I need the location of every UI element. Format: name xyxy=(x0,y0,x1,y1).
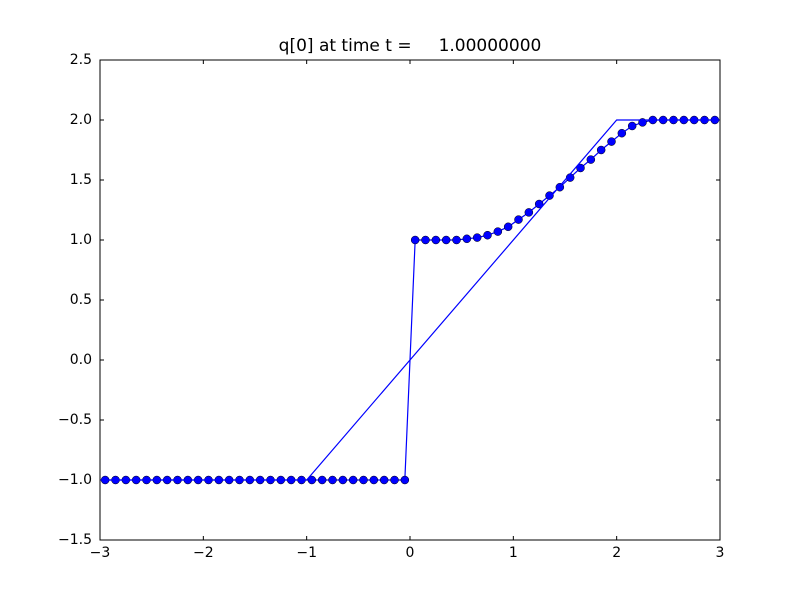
y-tick-label: 0.5 xyxy=(70,292,92,308)
y-tick-label: 0.0 xyxy=(70,352,92,368)
point xyxy=(503,222,513,232)
point xyxy=(524,208,534,217)
plot-frame xyxy=(99,59,721,541)
chart-title: q[0] at time t = 1.00000000 xyxy=(279,36,542,56)
y-tick-label: −1.5 xyxy=(58,532,92,548)
point xyxy=(493,227,503,236)
point xyxy=(431,235,441,245)
point xyxy=(317,475,327,485)
x-tick-label: 1 xyxy=(509,545,518,561)
point xyxy=(410,235,420,245)
x-tick-label: 3 xyxy=(716,545,725,561)
point xyxy=(627,121,637,131)
point xyxy=(390,475,399,485)
point xyxy=(483,230,492,240)
x-tick-label: −1 xyxy=(296,545,317,561)
point xyxy=(441,235,451,245)
point xyxy=(307,475,317,485)
point xyxy=(617,128,627,138)
point xyxy=(596,145,606,155)
point xyxy=(472,233,482,242)
x-tick-label: 2 xyxy=(612,545,621,561)
y-tick-label: −1.0 xyxy=(58,472,92,488)
point xyxy=(586,155,596,164)
point xyxy=(576,163,585,173)
point xyxy=(534,199,544,209)
x-tick-label: −3 xyxy=(90,545,111,561)
series-line xyxy=(100,119,720,481)
point xyxy=(348,475,358,485)
point xyxy=(421,235,430,245)
y-tick-label: −0.5 xyxy=(58,412,92,428)
point xyxy=(400,475,410,485)
point xyxy=(462,234,472,244)
y-tick-label: 1.0 xyxy=(70,232,92,248)
point xyxy=(338,475,348,485)
point xyxy=(369,475,379,485)
x-tick-label: −2 xyxy=(193,545,214,561)
point xyxy=(359,475,368,485)
point xyxy=(328,475,337,485)
point xyxy=(607,137,616,146)
point xyxy=(379,475,389,485)
point xyxy=(545,191,554,200)
y-tick-label: 2.5 xyxy=(70,52,92,68)
point xyxy=(514,215,523,224)
point xyxy=(452,235,461,245)
y-tick-label: 2.0 xyxy=(70,112,92,128)
x-tick-label: 0 xyxy=(406,545,415,561)
y-tick-label: 1.5 xyxy=(70,172,92,188)
